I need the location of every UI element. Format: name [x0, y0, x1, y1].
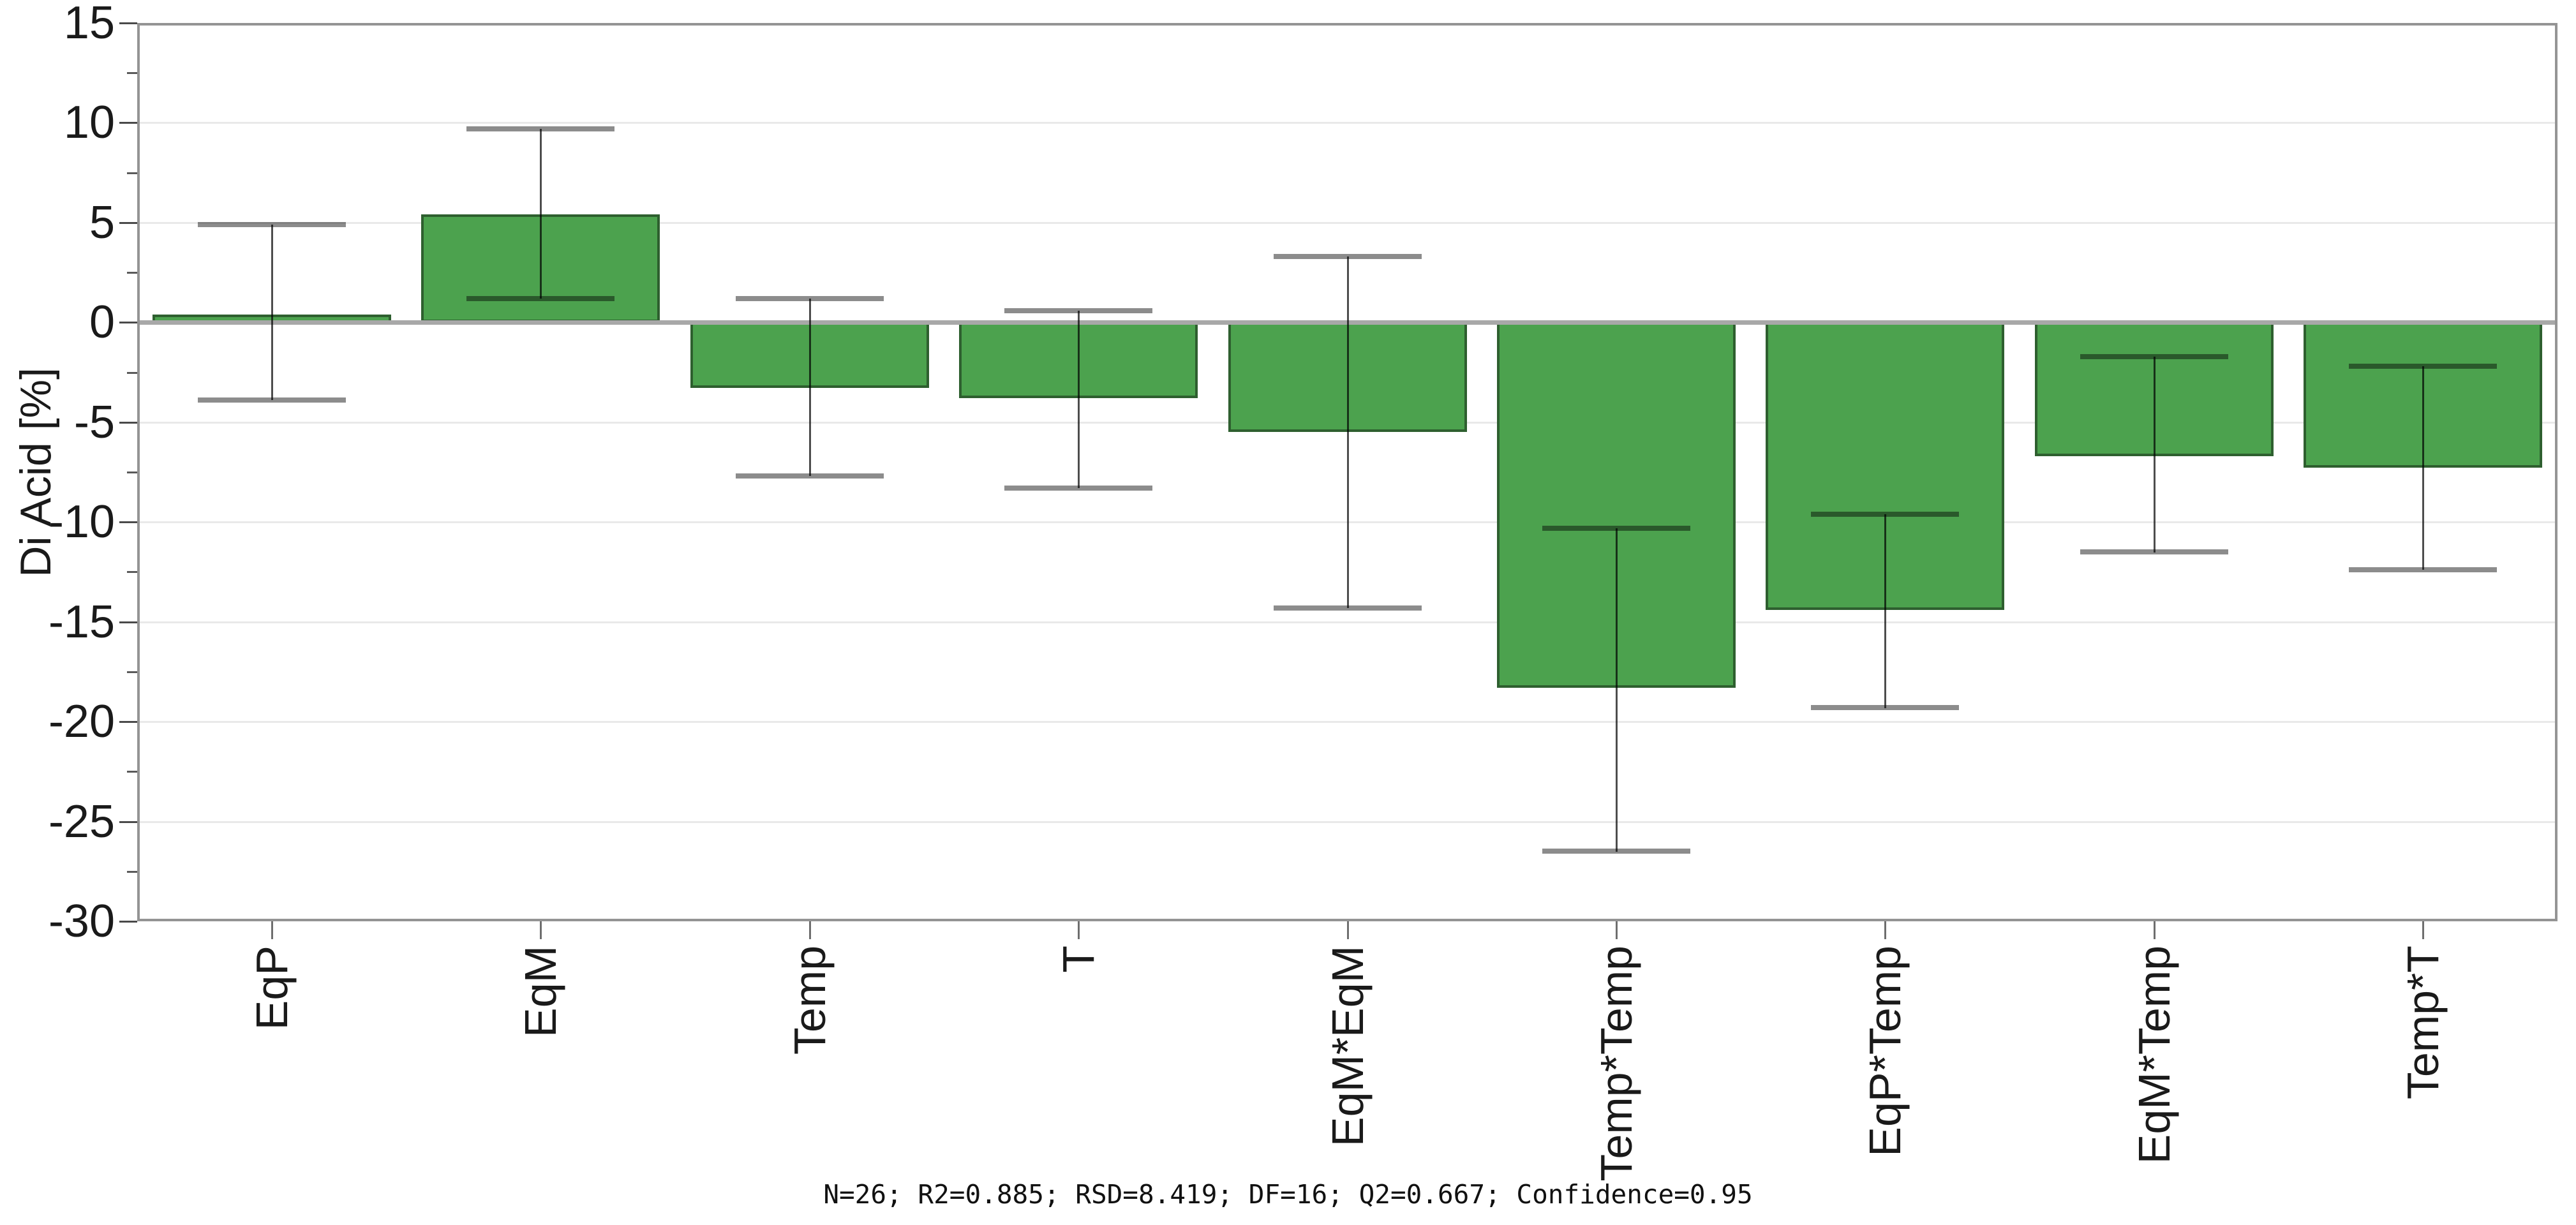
error-cap-bottom — [2349, 567, 2497, 572]
gridline — [137, 621, 2557, 623]
y-major-tick — [119, 621, 137, 623]
y-major-tick — [119, 422, 137, 424]
x-tick — [1884, 921, 1886, 939]
y-tick-label: -20 — [48, 696, 115, 747]
y-major-tick — [119, 921, 137, 923]
x-tick — [1078, 921, 1080, 939]
x-tick — [809, 921, 811, 939]
error-whisker — [809, 299, 811, 476]
y-minor-tick — [127, 771, 137, 773]
bar — [1766, 322, 2004, 610]
y-minor-tick — [127, 571, 137, 573]
y-major-tick — [119, 222, 137, 224]
gridline — [137, 122, 2557, 124]
x-category-label: EqM*EqM — [1323, 946, 1373, 1147]
error-cap-top — [2349, 364, 2497, 369]
error-whisker — [271, 225, 273, 400]
x-category-label: EqP*Temp — [1860, 946, 1910, 1157]
gridline — [137, 821, 2557, 823]
x-category-label: Temp*Temp — [1591, 946, 1641, 1182]
error-cap-top — [466, 126, 614, 131]
error-whisker — [2154, 357, 2155, 553]
y-tick-label: 10 — [63, 97, 115, 148]
x-category-label: Temp*T — [2398, 946, 2448, 1100]
error-cap-top — [1274, 254, 1422, 259]
y-minor-tick — [127, 172, 137, 174]
y-minor-tick — [127, 671, 137, 673]
error-cap-top — [198, 222, 346, 227]
y-axis-title: Di Acid [%] — [11, 367, 60, 577]
x-tick — [1616, 921, 1618, 939]
error-cap-top — [1542, 526, 1690, 531]
x-category-label: EqM*Temp — [2129, 946, 2179, 1164]
y-minor-tick — [127, 72, 137, 74]
y-tick-label: 0 — [89, 297, 115, 348]
x-tick — [271, 921, 273, 939]
y-tick-label: -10 — [48, 496, 115, 547]
x-category-label: EqM — [516, 946, 565, 1037]
y-tick-label: -15 — [48, 597, 115, 648]
y-axis-title-wrap: Di Acid [%] — [4, 23, 68, 921]
error-whisker — [1347, 256, 1349, 608]
y-tick-label: -30 — [48, 896, 115, 947]
error-cap-bottom — [466, 296, 614, 301]
x-tick — [2422, 921, 2424, 939]
error-cap-bottom — [1811, 705, 1959, 710]
y-tick-label: -5 — [73, 397, 115, 448]
x-tick — [1347, 921, 1349, 939]
error-cap-top — [1004, 308, 1152, 313]
x-category-label: Temp — [785, 946, 835, 1055]
y-tick-label: 5 — [89, 197, 115, 248]
y-tick-label: -25 — [48, 796, 115, 847]
error-whisker — [2422, 366, 2424, 570]
error-cap-bottom — [2080, 549, 2228, 554]
gridline — [137, 721, 2557, 723]
y-minor-tick — [127, 871, 137, 873]
y-minor-tick — [127, 471, 137, 473]
error-whisker — [1616, 528, 1618, 852]
error-cap-top — [736, 296, 884, 301]
y-major-tick — [119, 521, 137, 523]
x-category-label: EqP — [247, 946, 297, 1030]
error-cap-bottom — [736, 473, 884, 479]
x-category-label: T — [1053, 946, 1103, 973]
error-cap-bottom — [1274, 605, 1422, 611]
x-tick — [540, 921, 542, 939]
gridline — [137, 222, 2557, 224]
x-tick — [2154, 921, 2155, 939]
error-cap-top — [1811, 512, 1959, 517]
error-cap-bottom — [198, 397, 346, 403]
error-cap-top — [2080, 354, 2228, 359]
y-major-tick — [119, 322, 137, 323]
error-cap-bottom — [1004, 486, 1152, 491]
y-major-tick — [119, 122, 137, 124]
y-minor-tick — [127, 272, 137, 274]
error-whisker — [1884, 514, 1886, 708]
error-whisker — [1078, 311, 1080, 488]
error-whisker — [540, 129, 542, 299]
y-major-tick — [119, 821, 137, 823]
y-major-tick — [119, 22, 137, 24]
y-minor-tick — [127, 372, 137, 374]
y-major-tick — [119, 721, 137, 723]
stats-footer: N=26; R2=0.885; RSD=8.419; DF=16; Q2=0.6… — [823, 1179, 1753, 1210]
error-cap-bottom — [1542, 849, 1690, 854]
y-tick-label: 15 — [63, 0, 115, 48]
